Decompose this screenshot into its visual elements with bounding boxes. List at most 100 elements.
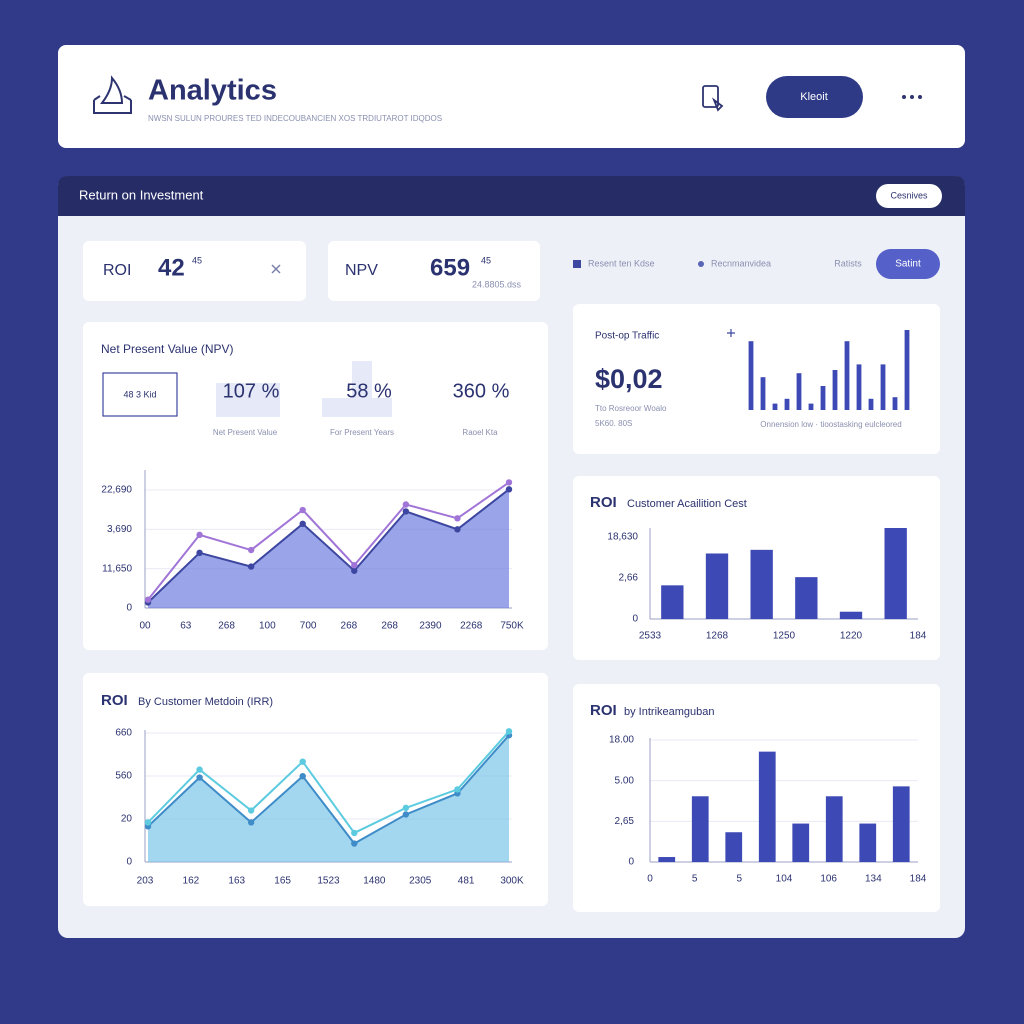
x-tick-label: 268 xyxy=(381,621,398,632)
stat-backdrop xyxy=(352,361,372,417)
kpi-note: 24.8805.dss xyxy=(472,279,522,289)
bar xyxy=(892,397,898,410)
add-icon[interactable] xyxy=(727,329,735,337)
bar xyxy=(750,549,773,619)
bar xyxy=(859,823,877,862)
y-tick-label: 20 xyxy=(121,814,133,825)
point xyxy=(299,520,306,528)
x-tick-label: 203 xyxy=(137,876,154,887)
kpi-value: 42 xyxy=(158,254,185,281)
bar xyxy=(825,796,843,862)
point xyxy=(351,829,358,837)
x-tick-label: 106 xyxy=(820,874,837,885)
y-tick-label: 18,630 xyxy=(607,532,638,543)
x-tick-label: 163 xyxy=(228,876,245,887)
point xyxy=(144,596,152,603)
y-tick-label: 5.00 xyxy=(615,775,635,786)
x-tick-label: 1220 xyxy=(840,631,863,642)
line xyxy=(147,488,510,604)
panel-title-prefix: ROI xyxy=(101,692,128,709)
area xyxy=(148,735,509,862)
legend-label[interactable]: Resent ten Kdse xyxy=(588,258,655,268)
x-tick-label: 0 xyxy=(647,874,653,885)
app-title: Analytics xyxy=(148,75,277,107)
document-icon[interactable] xyxy=(702,85,724,112)
bar xyxy=(884,528,907,619)
y-tick-label: 0 xyxy=(126,857,132,868)
legend-label[interactable]: Recnmanvidea xyxy=(711,258,771,268)
point xyxy=(196,549,203,556)
bar xyxy=(892,786,910,862)
x-tick-label: 162 xyxy=(183,876,200,887)
panel-title: Customer Acailition Cest xyxy=(627,498,747,510)
kpi-superscript: 45 xyxy=(481,255,491,265)
x-tick-label: 165 xyxy=(274,876,291,887)
point xyxy=(505,728,513,735)
panel-title-prefix: ROI xyxy=(590,702,617,719)
app-subtitle: NWSN SULUN PROURES TED INDECOUBANCIEN XO… xyxy=(148,114,442,123)
bar xyxy=(832,370,838,410)
traffic-subtitle: Tto Rosreoor Woalo xyxy=(595,404,667,413)
more-menu[interactable] xyxy=(902,95,922,99)
point xyxy=(351,562,358,569)
kpi-card xyxy=(83,241,306,301)
point xyxy=(454,786,461,793)
x-tick-label: 700 xyxy=(300,621,317,632)
line xyxy=(147,730,510,835)
toolbar-button-label[interactable]: Satint xyxy=(895,259,921,270)
y-tick-label: 0 xyxy=(632,614,638,625)
section-button[interactable] xyxy=(876,184,942,208)
y-tick-label: 11,650 xyxy=(102,563,132,574)
point xyxy=(299,758,306,765)
bar xyxy=(880,364,886,410)
header-button[interactable] xyxy=(766,76,863,118)
bar xyxy=(725,832,743,862)
info-box xyxy=(102,372,178,417)
legend-swatch xyxy=(573,260,581,268)
bar xyxy=(820,386,826,410)
section-button-label[interactable]: Cesnives xyxy=(890,190,928,200)
y-tick-label: 18.00 xyxy=(609,735,634,746)
kpi-superscript: 45 xyxy=(192,255,202,265)
x-tick-label: 63 xyxy=(180,621,192,632)
x-tick-label: 104 xyxy=(776,874,793,885)
point xyxy=(402,501,410,508)
intrik-card xyxy=(573,684,940,912)
panel-title: By Customer Metdoin (IRR) xyxy=(138,696,273,708)
bar xyxy=(808,403,814,410)
x-tick-label: 750K xyxy=(500,621,524,632)
toolbar-button[interactable] xyxy=(876,249,940,279)
stat-label: Raoel Kta xyxy=(462,428,498,437)
x-tick-label: 1523 xyxy=(317,876,340,887)
line xyxy=(147,481,510,601)
bar xyxy=(705,553,729,619)
info-box-label: 48 3 Kid xyxy=(123,389,156,399)
bar xyxy=(748,341,754,410)
bar xyxy=(658,857,676,862)
x-tick-label: 184 xyxy=(910,874,927,885)
point xyxy=(402,804,410,812)
point xyxy=(196,774,203,781)
bar xyxy=(796,373,802,410)
point xyxy=(299,506,306,514)
point xyxy=(299,773,306,780)
traffic-value: $0,02 xyxy=(595,364,663,394)
point xyxy=(402,811,410,818)
kpi-label: NPV xyxy=(345,262,378,279)
bar xyxy=(772,403,778,410)
point xyxy=(505,486,513,493)
header-button-label[interactable]: Kleoit xyxy=(800,91,828,103)
bar xyxy=(760,377,766,410)
x-tick-label: 2268 xyxy=(460,621,483,632)
line xyxy=(147,734,510,845)
bar xyxy=(661,585,684,619)
toolbar-link[interactable]: Ratists xyxy=(834,258,862,268)
stat-value: 360 % xyxy=(453,380,510,402)
x-tick-label: 00 xyxy=(139,621,151,632)
kpi-close[interactable] xyxy=(271,264,281,274)
point xyxy=(196,766,203,773)
stat-label: For Present Years xyxy=(330,428,394,437)
y-tick-label: 660 xyxy=(115,728,132,739)
